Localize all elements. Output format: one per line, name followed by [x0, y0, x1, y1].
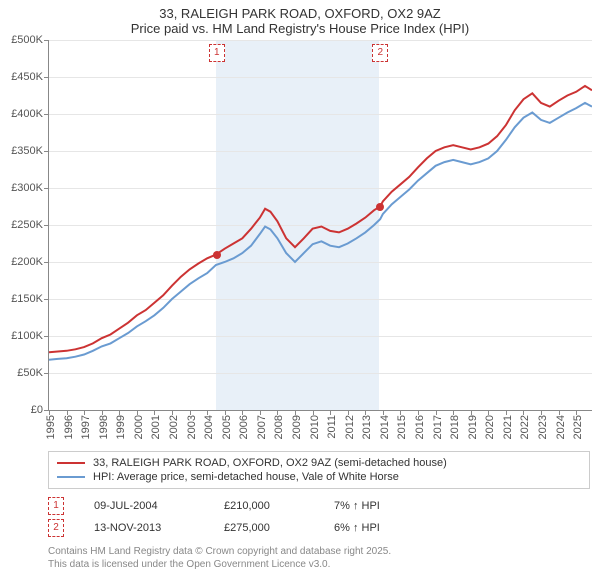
series-line: [49, 86, 592, 352]
xtick-label: 2006: [238, 415, 250, 439]
legend-swatch: [57, 462, 85, 464]
legend-row: 33, RALEIGH PARK ROAD, OXFORD, OX2 9AZ (…: [57, 456, 581, 470]
xtick-label: 2015: [396, 415, 408, 439]
xtick-label: 2019: [467, 415, 479, 439]
ytick-label: £0: [31, 404, 43, 416]
ytick-label: £400K: [11, 108, 43, 120]
ytick-label: £500K: [11, 34, 43, 46]
sales-row-delta: 6% ↑ HPI: [334, 522, 380, 534]
xtick-label: 2011: [326, 415, 338, 439]
ytick-label: £200K: [11, 256, 43, 268]
xtick-label: 1997: [80, 415, 92, 439]
xtick-label: 1996: [63, 415, 75, 439]
sale-marker-box: 1: [209, 44, 225, 62]
footer-line1: Contains HM Land Registry data © Crown c…: [48, 545, 590, 558]
sale-point: [213, 251, 221, 259]
xtick-label: 2007: [256, 415, 268, 439]
chart-footer: Contains HM Land Registry data © Crown c…: [48, 545, 590, 571]
xtick-label: 1998: [98, 415, 110, 439]
ytick-label: £250K: [11, 219, 43, 231]
sale-point: [376, 203, 384, 211]
chart-title-line1: 33, RALEIGH PARK ROAD, OXFORD, OX2 9AZ: [0, 0, 600, 21]
xtick-label: 2001: [150, 415, 162, 439]
chart-plot-area: £0£50K£100K£150K£200K£250K£300K£350K£400…: [48, 40, 592, 411]
ytick-label: £150K: [11, 293, 43, 305]
sales-row-date: 13-NOV-2013: [94, 522, 194, 534]
xtick-label: 2021: [502, 415, 514, 439]
ytick-label: £50K: [17, 367, 43, 379]
xtick-label: 2003: [186, 415, 198, 439]
xtick-label: 2012: [344, 415, 356, 439]
chart-container: 33, RALEIGH PARK ROAD, OXFORD, OX2 9AZ P…: [0, 0, 600, 560]
xtick-label: 2018: [449, 415, 461, 439]
legend-row: HPI: Average price, semi-detached house,…: [57, 470, 581, 484]
xtick-label: 2004: [203, 415, 215, 439]
sales-row-marker: 1: [48, 497, 64, 515]
sales-row: 1 09-JUL-2004 £210,000 7% ↑ HPI: [48, 495, 590, 517]
ytick-label: £300K: [11, 182, 43, 194]
chart-lines-svg: [49, 40, 592, 410]
xtick-label: 2016: [414, 415, 426, 439]
ytick-label: £450K: [11, 71, 43, 83]
xtick-label: 2002: [168, 415, 180, 439]
xtick-label: 2014: [379, 415, 391, 439]
xtick-label: 1999: [115, 415, 127, 439]
xtick-label: 2008: [273, 415, 285, 439]
legend-label: 33, RALEIGH PARK ROAD, OXFORD, OX2 9AZ (…: [93, 457, 447, 469]
chart-legend: 33, RALEIGH PARK ROAD, OXFORD, OX2 9AZ (…: [48, 451, 590, 489]
sales-row-delta: 7% ↑ HPI: [334, 500, 380, 512]
ytick-label: £350K: [11, 145, 43, 157]
xtick-label: 2025: [572, 415, 584, 439]
legend-swatch: [57, 476, 85, 478]
legend-label: HPI: Average price, semi-detached house,…: [93, 471, 399, 483]
ytick-label: £100K: [11, 330, 43, 342]
sales-row-price: £275,000: [224, 522, 304, 534]
sales-table: 1 09-JUL-2004 £210,000 7% ↑ HPI 2 13-NOV-2013…: [48, 495, 590, 539]
sales-row: 2 13-NOV-2013 £275,000 6% ↑ HPI: [48, 517, 590, 539]
xtick-label: 2023: [537, 415, 549, 439]
sales-row-date: 09-JUL-2004: [94, 500, 194, 512]
xtick-label: 2000: [133, 415, 145, 439]
xtick-label: 2022: [519, 415, 531, 439]
xtick-label: 2024: [555, 415, 567, 439]
xtick-label: 2010: [309, 415, 321, 439]
xtick-label: 2020: [484, 415, 496, 439]
xtick-label: 2013: [361, 415, 373, 439]
xtick-label: 1995: [45, 415, 57, 439]
sale-marker-box: 2: [372, 44, 388, 62]
xtick-label: 2017: [432, 415, 444, 439]
sales-row-marker: 2: [48, 519, 64, 537]
chart-title-line2: Price paid vs. HM Land Registry's House …: [0, 21, 600, 40]
xtick-label: 2009: [291, 415, 303, 439]
xtick-label: 2005: [221, 415, 233, 439]
sales-row-price: £210,000: [224, 500, 304, 512]
